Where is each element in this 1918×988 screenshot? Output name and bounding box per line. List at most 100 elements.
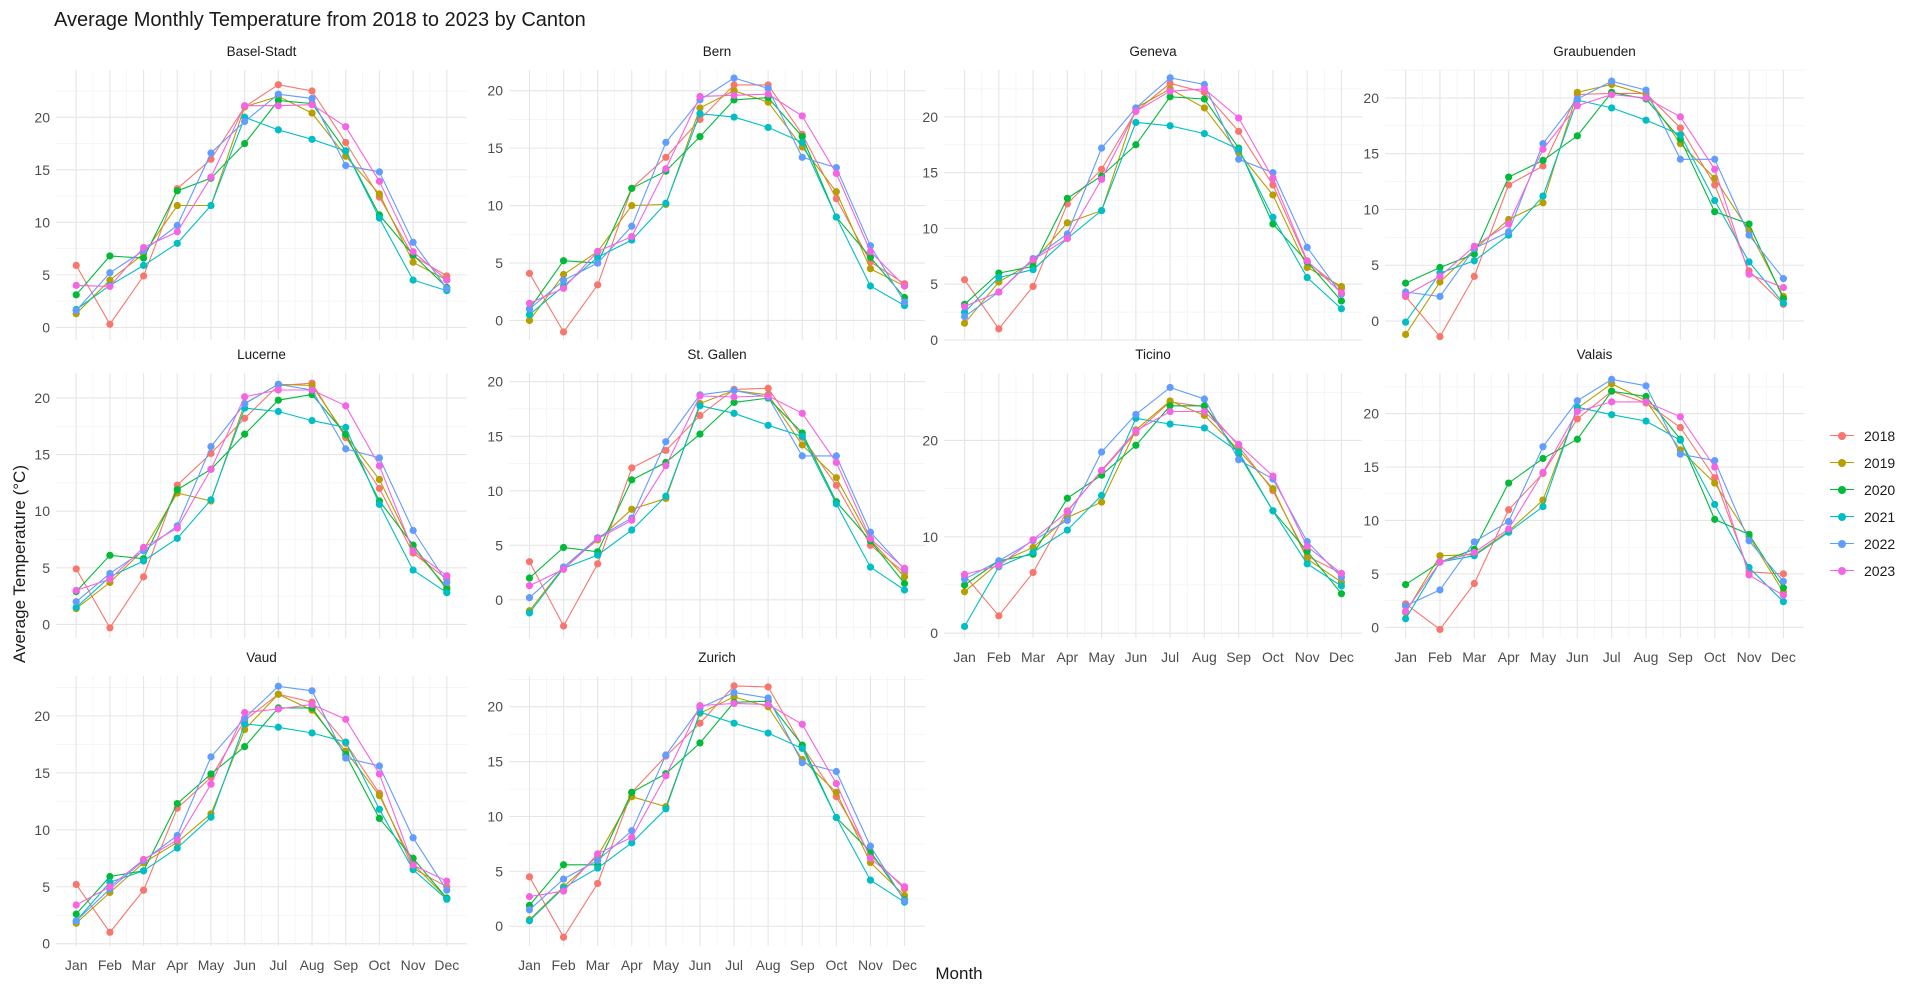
data-point-2023	[662, 165, 670, 173]
data-point-2023	[628, 833, 636, 841]
data-point-2022	[207, 443, 215, 451]
data-point-2023	[525, 582, 534, 590]
legend: 2018 2019 2020 2021 2022 2023	[1830, 422, 1895, 584]
x-tick-label: Dec	[434, 957, 459, 973]
data-point-2019	[106, 276, 114, 284]
series-line-2022	[1405, 80, 1784, 298]
x-tick-label: Mar	[586, 957, 610, 973]
data-point-2022	[594, 259, 602, 267]
series-line-2021	[75, 116, 447, 310]
panel-strip-label: Ticino	[1135, 347, 1171, 362]
data-point-2020	[960, 581, 969, 589]
series-line-2018	[1405, 390, 1784, 631]
data-point-2019	[960, 319, 969, 327]
data-point-2023	[375, 177, 384, 185]
data-point-2020	[1608, 387, 1616, 395]
x-tick-label: Sep	[1668, 649, 1693, 665]
data-point-2023	[628, 516, 636, 524]
data-point-2023	[900, 564, 909, 572]
x-tick-label: Apr	[621, 957, 643, 973]
data-point-2021	[696, 402, 704, 410]
data-point-2023	[1711, 165, 1719, 173]
data-point-2022	[525, 594, 534, 602]
legend-key	[1830, 483, 1854, 497]
x-tick-label: Oct	[369, 957, 391, 973]
y-tick-label: 5	[930, 276, 938, 292]
data-point-2023	[1539, 468, 1547, 476]
data-point-2021	[594, 864, 602, 872]
legend-item-2018: 2018	[1830, 422, 1895, 449]
data-point-2019	[1269, 191, 1277, 199]
data-point-2018	[1573, 415, 1581, 423]
data-point-2021	[764, 123, 772, 132]
data-point-2022	[409, 834, 417, 842]
data-point-2023	[995, 288, 1003, 296]
data-point-2019	[1436, 552, 1444, 560]
panel-geneva: Geneva 0 5 10 15 20	[922, 44, 1362, 348]
data-point-2018	[1676, 124, 1684, 132]
data-point-2020	[798, 133, 806, 141]
data-point-2018	[1676, 423, 1684, 432]
data-point-2021	[832, 813, 840, 822]
series-line-2021	[529, 113, 905, 316]
data-point-2018	[241, 414, 249, 422]
data-point-2021	[1063, 526, 1071, 534]
data-point-2023	[1200, 407, 1208, 416]
data-point-2022	[409, 526, 417, 535]
data-point-2020	[1539, 156, 1547, 164]
data-point-2022	[375, 168, 384, 176]
x-tick-label: Aug	[1634, 649, 1659, 665]
data-point-2022	[342, 445, 350, 453]
legend-label: 2018	[1864, 427, 1896, 444]
x-tick-label: Feb	[551, 957, 575, 973]
y-tick-label: 20	[34, 109, 50, 125]
data-point-2021	[662, 805, 670, 813]
series-line-2018	[75, 84, 448, 326]
y-tick-label: 5	[495, 255, 503, 271]
y-tick-label: 10	[34, 214, 50, 230]
x-tick-label: Nov	[1737, 649, 1762, 665]
data-point-2021	[1779, 598, 1787, 606]
panel-ticino: Ticino 0 10 20 Jan Feb Mar Apr May Jun Jul Aug Sep Oc…	[922, 347, 1362, 665]
data-point-2023	[559, 565, 568, 573]
data-point-2018	[1029, 568, 1037, 577]
data-point-2023	[375, 770, 384, 778]
x-tick-label: Dec	[1329, 649, 1354, 665]
data-point-2023	[342, 715, 350, 723]
data-point-2020	[1505, 479, 1513, 487]
data-point-2018	[1166, 79, 1174, 87]
data-point-2021	[662, 492, 670, 500]
series-line-2023	[76, 104, 448, 287]
data-point-2022	[1608, 375, 1616, 384]
data-point-2019	[559, 270, 568, 279]
data-point-2023	[798, 409, 806, 417]
data-point-2019	[375, 190, 384, 198]
data-point-2020	[900, 579, 909, 588]
data-point-2018	[1505, 181, 1513, 189]
x-tick-label: Nov	[401, 957, 426, 973]
data-point-2022	[308, 94, 316, 102]
x-tick-label: Sep	[333, 957, 358, 973]
data-point-2023	[342, 123, 350, 131]
data-point-2019	[525, 316, 534, 325]
data-point-2020	[1745, 220, 1753, 228]
data-point-2021	[995, 273, 1003, 282]
data-point-2022	[1505, 517, 1513, 526]
data-point-2022	[1745, 231, 1753, 239]
data-point-2022	[1063, 516, 1071, 525]
x-tick-label: Jun	[1566, 649, 1589, 665]
legend-item-2019: 2019	[1830, 449, 1895, 476]
y-tick-label: 5	[42, 879, 50, 895]
data-point-2020	[1337, 590, 1346, 598]
data-point-2022	[960, 312, 969, 321]
y-tick-label: 0	[930, 625, 938, 641]
data-point-2023	[832, 779, 840, 788]
data-point-2023	[1436, 558, 1444, 566]
data-point-2023	[832, 169, 840, 178]
data-point-2021	[139, 867, 148, 875]
data-point-2022	[241, 117, 249, 126]
y-tick-label: 5	[1371, 257, 1379, 273]
data-point-2023	[1470, 242, 1478, 250]
data-point-2023	[274, 386, 282, 394]
data-point-2022	[274, 90, 282, 98]
